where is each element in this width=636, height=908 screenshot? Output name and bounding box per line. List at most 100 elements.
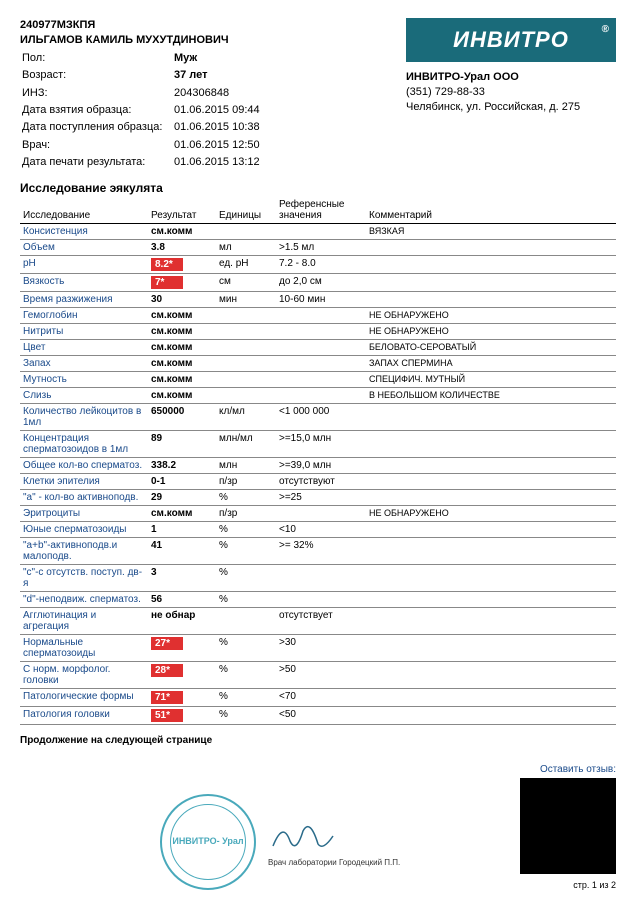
stamp-signature: ИНВИТРО- Урал Врач лаборатории Городецки… (160, 794, 400, 890)
test-comment: В НЕБОЛЬШОМ КОЛИЧЕСТВЕ (366, 387, 616, 403)
test-ref: >30 (276, 634, 366, 661)
patient-id: 240977МЗКПЯ (20, 18, 268, 33)
test-ref (276, 505, 366, 521)
test-result: см.комм (148, 307, 216, 323)
test-result: 56 (148, 591, 216, 607)
patient-fields: Пол:МужВозраст:37 летИНЗ:204306848Дата в… (20, 49, 268, 173)
patient-block: 240977МЗКПЯ ИЛЬГАМОВ КАМИЛЬ МУХУТДИНОВИЧ… (20, 18, 268, 173)
test-units: п/зр (216, 505, 276, 521)
test-name: "c"-с отсутств. поступ. дв-я (20, 564, 148, 591)
test-comment (366, 688, 616, 706)
test-comment: ЗАПАХ СПЕРМИНА (366, 355, 616, 371)
test-result: 338.2 (148, 457, 216, 473)
lab-name: ИНВИТРО-Урал ООО (406, 70, 616, 85)
test-ref (276, 387, 366, 403)
test-units (216, 339, 276, 355)
test-name: Гемоглобин (20, 307, 148, 323)
test-units: млн/мл (216, 430, 276, 457)
test-name: Слизь (20, 387, 148, 403)
test-units: кл/мл (216, 403, 276, 430)
test-name: "d"-неподвиж. сперматоз. (20, 591, 148, 607)
doctor-label: Врач лаборатории Городецкий П.П. (268, 858, 400, 867)
lab-phone: (351) 729-88-33 (406, 85, 616, 100)
test-ref: отсутствуют (276, 473, 366, 489)
test-comment (366, 273, 616, 291)
test-name: Вязкость (20, 273, 148, 291)
test-ref: отсутствует (276, 607, 366, 634)
test-comment (366, 489, 616, 505)
test-result: см.комм (148, 223, 216, 239)
test-ref: <1 000 000 (276, 403, 366, 430)
test-ref: до 2,0 см (276, 273, 366, 291)
field-value: 01.06.2015 13:12 (174, 155, 266, 170)
test-units (216, 607, 276, 634)
test-result: 41 (148, 537, 216, 564)
test-result: см.комм (148, 339, 216, 355)
test-name: Время разжижения (20, 291, 148, 307)
test-comment (366, 473, 616, 489)
test-units: % (216, 537, 276, 564)
test-units: % (216, 688, 276, 706)
test-result: см.комм (148, 505, 216, 521)
results-table: ИсследованиеРезультатЕдиницыРеференсные … (20, 197, 616, 725)
field-value: 01.06.2015 10:38 (174, 120, 266, 135)
test-comment (366, 291, 616, 307)
continuation-text: Продолжение на следующей странице (20, 735, 616, 746)
test-name: Концентрация сперматозоидов в 1мл (20, 430, 148, 457)
test-comment: НЕ ОБНАРУЖЕНО (366, 505, 616, 521)
test-ref: >=15,0 млн (276, 430, 366, 457)
stamp-icon: ИНВИТРО- Урал (160, 794, 256, 890)
test-ref: <70 (276, 688, 366, 706)
test-result: см.комм (148, 371, 216, 387)
test-ref (276, 339, 366, 355)
test-units: см (216, 273, 276, 291)
test-name: "a+b"-активноподв.и малоподв. (20, 537, 148, 564)
test-ref (276, 323, 366, 339)
test-result: 28* (148, 661, 216, 688)
test-result: см.комм (148, 323, 216, 339)
test-ref (276, 355, 366, 371)
col-header: Исследование (20, 197, 148, 224)
col-header: Комментарий (366, 197, 616, 224)
report-title: Исследование эякулята (20, 181, 616, 195)
field-label: Врач: (22, 138, 172, 153)
test-units: п/зр (216, 473, 276, 489)
test-units: % (216, 564, 276, 591)
test-comment (366, 430, 616, 457)
test-result: 8.2* (148, 255, 216, 273)
test-ref (276, 307, 366, 323)
test-comment (366, 564, 616, 591)
test-name: Эритроциты (20, 505, 148, 521)
test-units: % (216, 634, 276, 661)
test-units: % (216, 591, 276, 607)
test-ref: >=25 (276, 489, 366, 505)
test-comment (366, 457, 616, 473)
test-ref (276, 591, 366, 607)
test-units: % (216, 489, 276, 505)
test-comment: ВЯЗКАЯ (366, 223, 616, 239)
field-value: Муж (174, 51, 266, 66)
test-ref (276, 223, 366, 239)
test-units: мл (216, 239, 276, 255)
test-result: 29 (148, 489, 216, 505)
test-comment (366, 607, 616, 634)
test-name: Патология головки (20, 706, 148, 724)
test-name: Мутность (20, 371, 148, 387)
field-label: Дата поступления образца: (22, 120, 172, 135)
test-ref: <50 (276, 706, 366, 724)
test-name: Количество лейкоцитов в 1мл (20, 403, 148, 430)
test-comment (366, 591, 616, 607)
test-name: Нормальные сперматозоиды (20, 634, 148, 661)
test-name: С норм. морфолог. головки (20, 661, 148, 688)
test-units (216, 355, 276, 371)
test-comment (366, 661, 616, 688)
test-name: "a" - кол-во активноподв. (20, 489, 148, 505)
col-header: Результат (148, 197, 216, 224)
col-header: Референсные значения (276, 197, 366, 224)
page-number: стр. 1 из 2 (520, 880, 616, 890)
field-label: Дата печати результата: (22, 155, 172, 170)
test-result: 30 (148, 291, 216, 307)
test-comment (366, 634, 616, 661)
test-name: Консистенция (20, 223, 148, 239)
test-result: 7* (148, 273, 216, 291)
